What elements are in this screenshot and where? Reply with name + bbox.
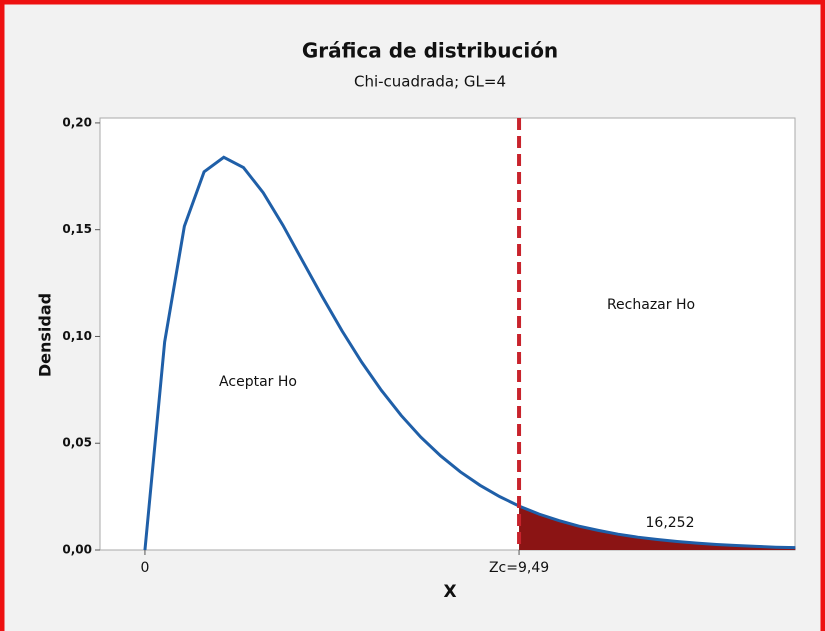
plot-area [99, 117, 796, 551]
x-tick-label: Zc=9,49 [489, 560, 549, 576]
y-tick-label: 0,10 [62, 329, 92, 343]
y-tick-label: 0,05 [62, 436, 92, 450]
rejection-area [519, 506, 796, 550]
x-axis-label: X [443, 582, 456, 602]
x-tick-label: 0 [140, 560, 149, 576]
annotation: Rechazar Ho [607, 297, 695, 313]
y-tick-label: 0,15 [62, 222, 92, 236]
chart-subtitle: Chi-cuadrada; GL=4 [354, 73, 506, 91]
annotation: 16,252 [646, 515, 695, 531]
density-curve [143, 155, 796, 551]
y-axis-label: Densidad [36, 293, 55, 377]
annotation: Aceptar Ho [219, 374, 297, 390]
y-tick-label: 0,20 [62, 115, 92, 129]
chart-title: Gráfica de distribución [302, 39, 558, 63]
y-tick-label: 0,00 [62, 543, 92, 557]
